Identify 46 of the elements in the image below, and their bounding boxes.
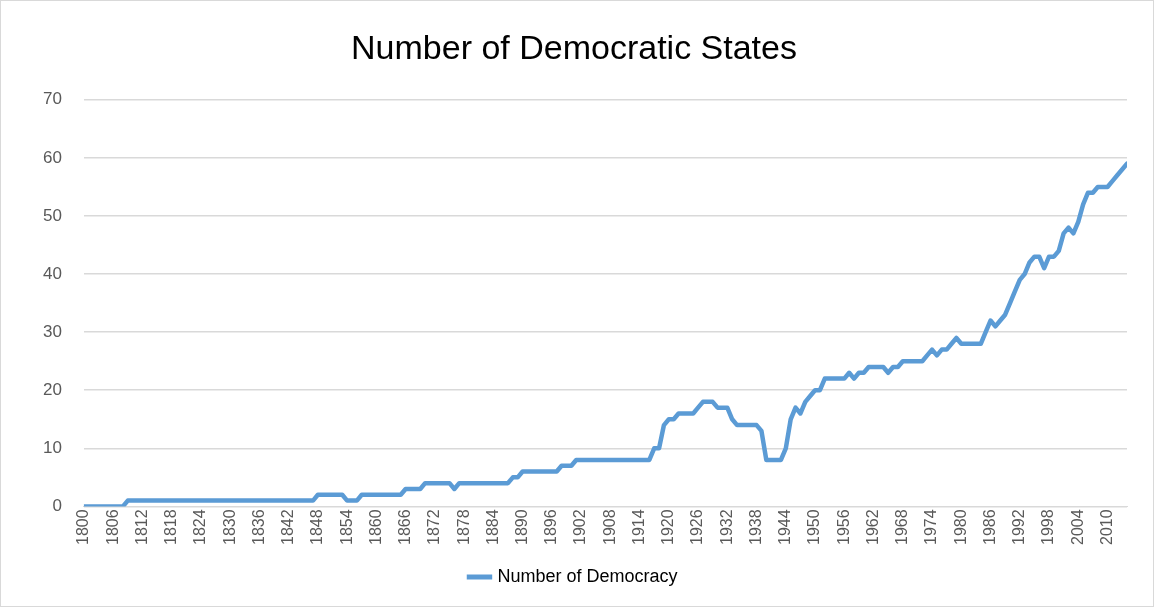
x-tick-label: 1944	[776, 509, 794, 545]
y-tick-label: 70	[42, 89, 62, 109]
legend-label: Number of Democracy	[497, 565, 678, 586]
x-tick-label: 1992	[1010, 509, 1028, 545]
x-tick-label: 1830	[220, 509, 238, 545]
x-tick-label: 1920	[659, 509, 677, 545]
x-tick-label: 2010	[1097, 509, 1115, 545]
x-tick-label: 1824	[191, 509, 209, 545]
y-tick-label: 30	[42, 321, 62, 341]
x-tick-label: 1980	[951, 509, 969, 545]
y-tick-label: 60	[42, 147, 62, 167]
x-tick-label: 1896	[542, 509, 560, 545]
x-tick-label: 1878	[454, 509, 472, 545]
x-tick-label: 1986	[980, 509, 998, 545]
x-tick-label: 1914	[629, 509, 647, 545]
x-tick-label: 1812	[132, 509, 150, 545]
x-tick-label: 1806	[103, 509, 121, 545]
x-tick-label: 1926	[688, 509, 706, 545]
x-tick-label: 1800	[74, 509, 92, 545]
x-tick-label: 1938	[746, 509, 764, 545]
y-tick-label: 10	[42, 438, 62, 458]
x-tick-label: 1872	[425, 509, 443, 545]
x-tick-label: 2004	[1068, 509, 1086, 545]
y-tick-label: 40	[42, 263, 62, 283]
y-tick-label: 50	[42, 205, 62, 225]
chart-title: Number of Democratic States	[351, 27, 797, 66]
x-tick-label: 1848	[308, 509, 326, 545]
x-tick-label: 1854	[337, 509, 355, 545]
x-tick-label: 1902	[571, 509, 589, 545]
x-tick-label: 1962	[863, 509, 881, 545]
x-tick-label: 1998	[1039, 509, 1057, 545]
x-tick-label: 1866	[396, 509, 414, 545]
x-tick-label: 1836	[249, 509, 267, 545]
x-tick-label: 1974	[922, 509, 940, 545]
x-tick-label: 1950	[805, 509, 823, 545]
x-tick-label: 1818	[162, 509, 180, 545]
y-tick-label: 0	[52, 496, 62, 516]
x-tick-label: 1956	[834, 509, 852, 545]
x-tick-label: 1968	[893, 509, 911, 545]
x-tick-label: 1860	[366, 509, 384, 545]
x-tick-label: 1932	[717, 509, 735, 545]
x-tick-label: 1908	[600, 509, 618, 545]
x-tick-label: 1884	[483, 509, 501, 545]
x-tick-label: 1842	[279, 509, 297, 545]
y-tick-label: 20	[42, 379, 62, 399]
x-tick-label: 1890	[513, 509, 530, 545]
